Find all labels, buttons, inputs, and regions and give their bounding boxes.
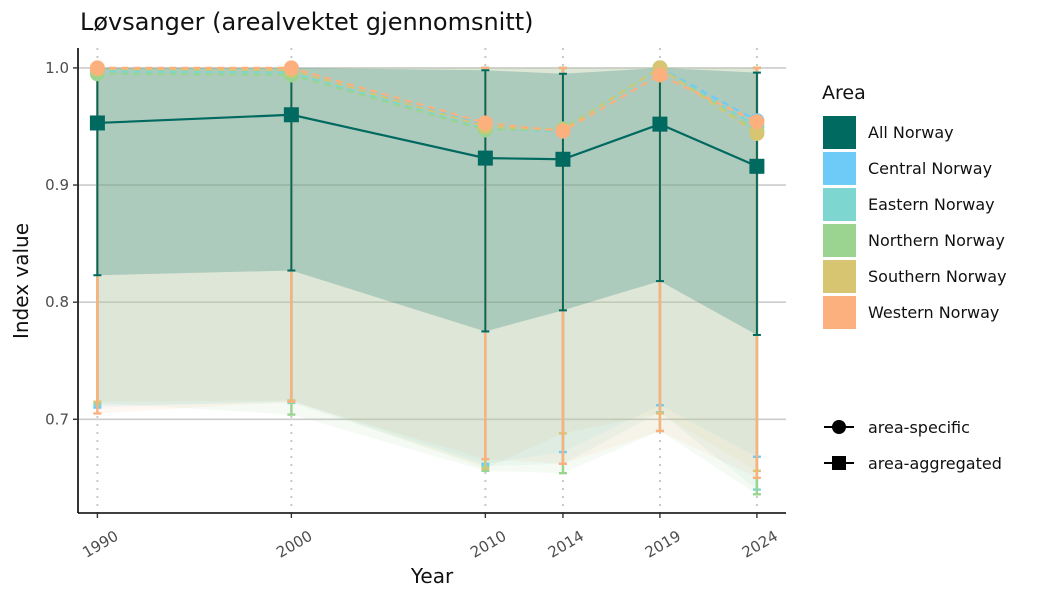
legend-label: Western Norway [868, 303, 999, 322]
data-point [283, 107, 299, 123]
x-tick-label: 2014 [545, 527, 587, 562]
legend-swatch [823, 188, 856, 221]
ribbon-western-norway [97, 67, 757, 478]
data-point [749, 114, 765, 130]
x-tick-label: 2024 [739, 527, 781, 562]
data-point [652, 67, 668, 83]
data-point [477, 115, 493, 131]
y-tick-label: 1.0 [45, 59, 69, 77]
legend-label: Central Norway [868, 159, 992, 178]
data-point [89, 115, 105, 131]
legend-label: All Norway [868, 123, 954, 142]
legend-swatch [823, 296, 856, 329]
legend-swatch [823, 224, 856, 257]
legend-label: Northern Norway [868, 231, 1005, 250]
y-tick-label: 0.8 [45, 293, 69, 311]
legend-label: Eastern Norway [868, 195, 995, 214]
legend-swatch [823, 260, 856, 293]
data-point [749, 126, 765, 142]
ribbon-southern-norway [97, 67, 757, 471]
data-point [283, 60, 299, 76]
legend-shape-label: area-aggregated [868, 454, 1002, 473]
data-point [555, 123, 571, 139]
series-line-southern-norway [97, 66, 758, 135]
legend-shape-square [832, 456, 846, 470]
legend-title: Area [822, 82, 866, 104]
y-tick-label: 0.9 [45, 176, 69, 194]
legend-swatch [823, 116, 856, 149]
chart-title: Løvsanger (arealvektet gjennomsnitt) [80, 8, 534, 36]
plot-area: 0.7 0.8 0.9 1.0 1990 2000 2010 2014 2019 2024 [45, 48, 786, 562]
series-line-western-norway [97, 66, 758, 133]
ribbon-central-norway [97, 67, 757, 464]
ribbon-eastern-norway [97, 67, 757, 490]
series-line-northern-norway [97, 66, 758, 133]
y-axis-title: Index value [9, 223, 33, 339]
legend-shape-label: area-specific [868, 418, 970, 437]
x-tick-label: 2010 [467, 527, 509, 562]
legend-swatch [823, 152, 856, 185]
data-point [749, 158, 765, 174]
legend-shape-circle [832, 420, 846, 434]
data-point [652, 116, 668, 132]
series-line-all-norway [97, 113, 758, 168]
legend-label: Southern Norway [868, 267, 1007, 286]
x-tick-label: 1990 [79, 527, 121, 562]
ribbon-all-norway [97, 67, 757, 335]
data-point [89, 60, 105, 76]
ribbon-northern-norway [97, 67, 757, 495]
x-tick-label: 2000 [273, 527, 315, 562]
data-point [477, 150, 493, 166]
data-point [555, 151, 571, 167]
x-tick-label: 2019 [642, 527, 684, 562]
legend: All Norway Central Norway Eastern Norway No… [823, 116, 1007, 473]
x-axis-title: Year [410, 564, 454, 588]
y-tick-label: 0.7 [45, 410, 69, 428]
